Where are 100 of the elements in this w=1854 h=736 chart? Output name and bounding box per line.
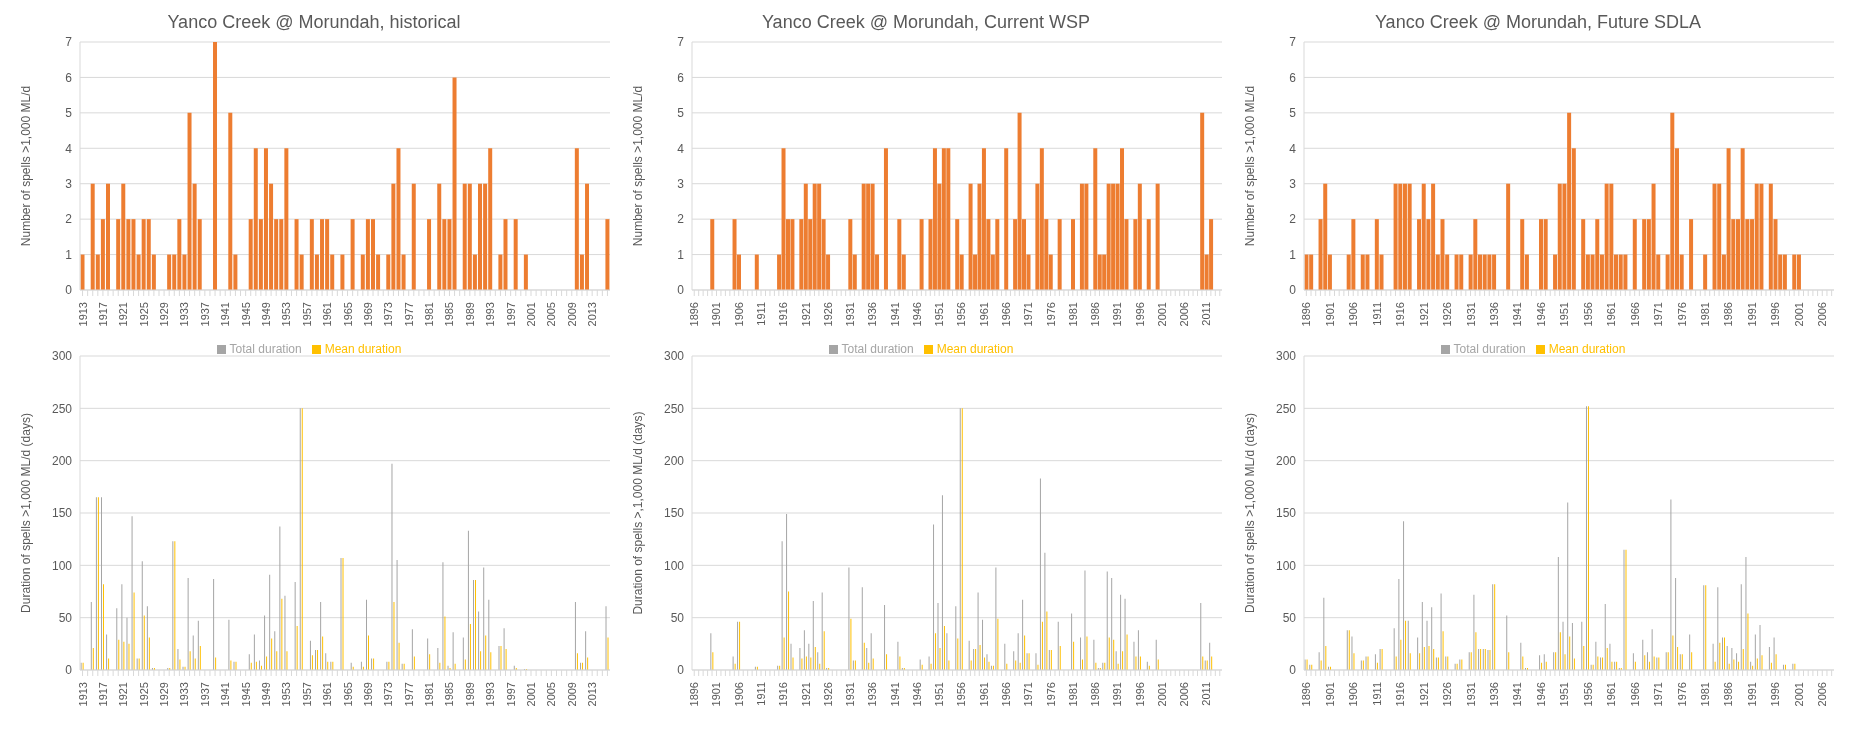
x-tick-label: 1933 xyxy=(178,302,191,327)
bar xyxy=(1557,183,1562,290)
x-tick-label: 1925 xyxy=(137,302,150,327)
y-tick-label: 3 xyxy=(677,176,685,191)
x-tick-label: 1936 xyxy=(866,302,879,327)
x-tick-label: 1957 xyxy=(300,682,313,707)
bar xyxy=(861,183,866,290)
x-tick-label: 1996 xyxy=(1133,682,1146,707)
bar xyxy=(1120,148,1125,290)
x-tick-label: 1906 xyxy=(732,302,745,327)
x-tick-label: 1966 xyxy=(1628,302,1641,327)
bar xyxy=(870,183,875,290)
bar xyxy=(754,254,759,290)
bar xyxy=(350,219,355,290)
x-tick-label: 1986 xyxy=(1722,682,1735,707)
x-tick-label: 1986 xyxy=(1089,302,1102,327)
bar xyxy=(1632,219,1637,290)
x-tick-label: 2006 xyxy=(1816,682,1829,707)
bar xyxy=(1111,183,1116,290)
bar xyxy=(167,254,172,290)
x-tick-label: 1961 xyxy=(1605,682,1618,707)
x-tick-label: 1931 xyxy=(1464,682,1477,707)
bar xyxy=(513,219,518,290)
x-tick-label: 1976 xyxy=(1044,302,1057,327)
bar xyxy=(1595,219,1600,290)
bar xyxy=(995,219,1000,290)
x-tick-label: 1971 xyxy=(1652,682,1665,707)
x-tick-label: 1993 xyxy=(484,682,497,707)
bar xyxy=(80,254,85,290)
bar xyxy=(1703,254,1708,290)
x-tick-label: 1976 xyxy=(1044,682,1057,707)
x-tick-label: 1916 xyxy=(777,682,790,707)
x-tick-label: 1961 xyxy=(977,682,990,707)
y-axis-title: Number of spells >1,000 ML/d xyxy=(19,85,34,247)
bar xyxy=(1459,254,1464,290)
x-tick-label: 1996 xyxy=(1769,682,1782,707)
x-tick-label: 1906 xyxy=(1347,682,1360,707)
bar xyxy=(452,77,457,290)
bar xyxy=(1004,148,1009,290)
y-tick-label: 300 xyxy=(663,349,685,364)
x-tick-label: 1981 xyxy=(1699,682,1712,707)
x-tick-label: 1991 xyxy=(1745,302,1758,327)
legend-label: Total duration xyxy=(1453,342,1526,356)
bar xyxy=(790,219,795,290)
x-tick-label: 2001 xyxy=(525,682,538,707)
chart-title: Yanco Creek @ Morundah, historical xyxy=(166,11,462,34)
bar xyxy=(919,219,924,290)
bar xyxy=(228,112,233,290)
x-tick-label: 1986 xyxy=(1089,682,1102,707)
legend-label: Mean duration xyxy=(936,342,1014,356)
bar xyxy=(1200,112,1205,290)
y-tick-label: 1 xyxy=(677,247,685,262)
bar xyxy=(1351,219,1356,290)
bar xyxy=(1393,183,1398,290)
x-tick-label: 1901 xyxy=(710,682,723,707)
y-tick-label: 250 xyxy=(1275,401,1297,416)
y-axis-title: Number of spells >1,000 ML/d xyxy=(1243,85,1258,247)
x-tick-label: 1956 xyxy=(1581,682,1594,707)
bar xyxy=(1017,112,1022,290)
x-tick-label: 1921 xyxy=(1417,302,1430,327)
bar xyxy=(1689,219,1694,290)
x-tick-label: 1896 xyxy=(1300,302,1313,327)
x-tick-label: 1913 xyxy=(76,302,89,327)
x-tick-label: 1911 xyxy=(755,682,768,706)
bar xyxy=(1093,148,1098,290)
y-tick-label: 1 xyxy=(1289,247,1297,262)
x-tick-label: 1946 xyxy=(1534,682,1547,707)
x-tick-label: 1913 xyxy=(76,682,89,707)
x-tick-label: 1933 xyxy=(178,682,191,707)
x-tick-label: 1997 xyxy=(504,302,517,327)
x-tick-label: 1949 xyxy=(260,302,273,327)
y-tick-label: 6 xyxy=(65,70,73,85)
bar xyxy=(1323,183,1328,290)
x-tick-label: 1941 xyxy=(888,302,901,327)
x-tick-label: 2001 xyxy=(1155,302,1168,327)
x-tick-label: 1929 xyxy=(158,682,171,707)
x-tick-label: 1966 xyxy=(1628,682,1641,707)
x-tick-label: 1993 xyxy=(484,302,497,327)
y-tick-label: 3 xyxy=(65,176,73,191)
bar xyxy=(1506,183,1511,290)
bar xyxy=(437,183,442,290)
x-tick-label: 2001 xyxy=(525,302,538,327)
y-tick-label: 0 xyxy=(677,663,685,678)
x-tick-label: 1981 xyxy=(423,682,436,707)
bar xyxy=(1618,254,1623,290)
y-tick-label: 50 xyxy=(58,610,73,625)
x-tick-label: 1931 xyxy=(844,682,857,707)
bar xyxy=(710,219,715,290)
y-tick-label: 0 xyxy=(1289,663,1297,678)
y-tick-label: 2 xyxy=(1289,212,1297,227)
bar xyxy=(1137,183,1142,290)
x-tick-label: 1901 xyxy=(1323,682,1336,707)
x-tick-label: 1896 xyxy=(1300,682,1313,707)
x-tick-label: 1941 xyxy=(888,682,901,707)
x-tick-label: 1896 xyxy=(688,302,701,327)
x-tick-label: 1926 xyxy=(821,302,834,327)
y-tick-label: 2 xyxy=(677,212,685,227)
bar xyxy=(1209,219,1214,290)
bar xyxy=(1759,183,1764,290)
x-tick-label: 1969 xyxy=(361,682,374,707)
